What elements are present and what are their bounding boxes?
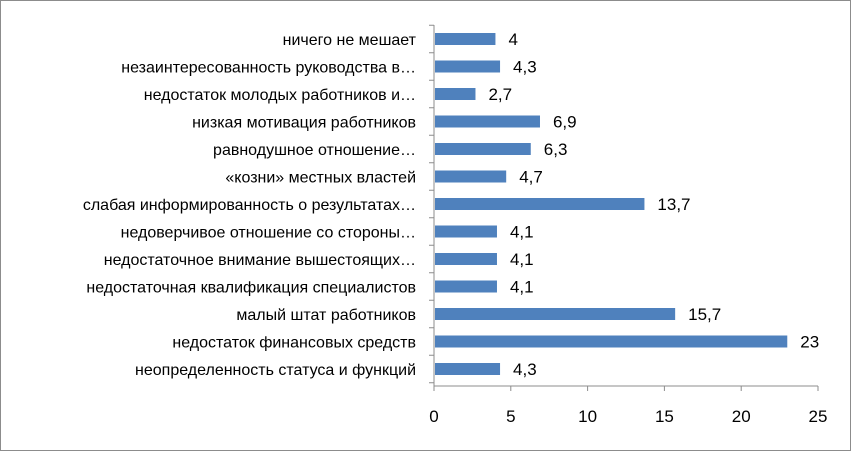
bar xyxy=(435,253,497,265)
category-label: малый штат работников xyxy=(236,307,416,324)
category-label: недостаток молодых работников и… xyxy=(144,87,416,104)
category-label: недостаток финансовых средств xyxy=(172,335,416,352)
data-label: 2,7 xyxy=(488,85,512,104)
axes: 0 5 10 15 20 25 xyxy=(429,24,828,426)
x-tick-label: 15 xyxy=(655,407,674,426)
data-label: 4,1 xyxy=(510,250,534,269)
category-label: недоверчивое отношение со стороны… xyxy=(121,225,416,242)
bar xyxy=(435,335,788,348)
category-labels: ничего не мешает незаинтересованность рук… xyxy=(83,32,417,379)
bar xyxy=(435,33,496,45)
category-label: низкая мотивация работников xyxy=(192,115,416,132)
bar xyxy=(435,143,531,155)
data-label: 4,3 xyxy=(513,360,537,379)
x-tick-label: 20 xyxy=(732,407,751,426)
category-label: равнодушное отношение… xyxy=(213,142,416,159)
bar xyxy=(435,225,497,238)
bar xyxy=(435,308,676,320)
data-label: 4,1 xyxy=(510,278,534,297)
x-tick-label: 5 xyxy=(506,407,515,426)
data-label: 23 xyxy=(800,333,819,352)
x-tick-label: 10 xyxy=(578,407,597,426)
data-label: 15,7 xyxy=(688,305,721,324)
data-label: 6,9 xyxy=(553,113,577,132)
bar xyxy=(435,60,501,73)
bar xyxy=(435,198,645,210)
data-label: 4 xyxy=(508,30,517,49)
x-tick-label: 0 xyxy=(429,407,438,426)
data-label: 13,7 xyxy=(657,195,690,214)
bars-layer xyxy=(435,33,788,375)
bar xyxy=(435,363,501,375)
data-label: 6,3 xyxy=(544,140,568,159)
x-tick-label: 25 xyxy=(809,407,828,426)
category-label: неопределенность статуса и функций xyxy=(135,362,416,379)
bar xyxy=(435,88,476,100)
category-label: ничего не мешает xyxy=(283,32,417,49)
category-label: недостаточное внимание вышестоящих… xyxy=(104,252,416,269)
data-label: 4,3 xyxy=(513,58,537,77)
category-label: «козни» местных властей xyxy=(225,170,416,187)
bar xyxy=(435,170,507,183)
category-label: слабая информированность о результатах… xyxy=(83,197,416,214)
bar xyxy=(435,280,497,293)
bar xyxy=(435,115,540,128)
category-label: недостаточная квалификация специалистов xyxy=(86,280,416,297)
data-label: 4,7 xyxy=(519,168,543,187)
data-label: 4,1 xyxy=(510,223,534,242)
category-label: незаинтересованность руководства в… xyxy=(121,60,416,77)
